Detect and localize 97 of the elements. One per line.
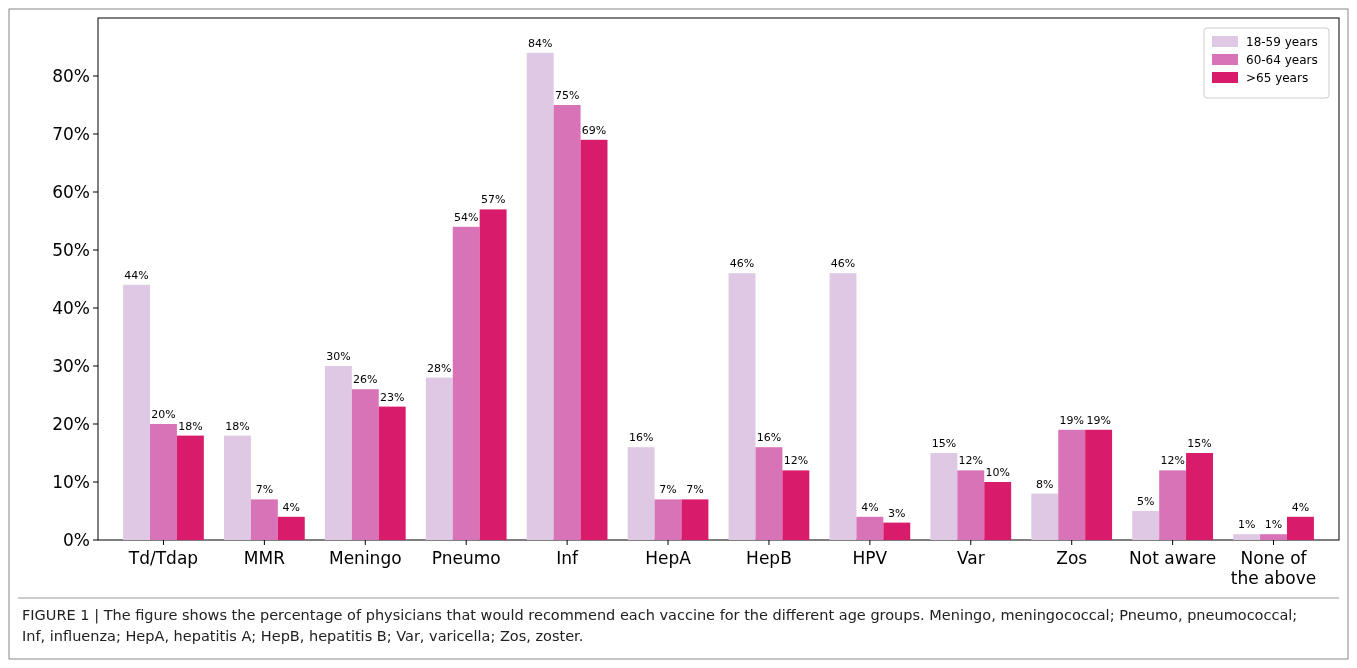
y-tick-label: 0%	[63, 529, 90, 550]
bar	[553, 105, 581, 540]
bar	[150, 424, 177, 540]
data-label: 75%	[554, 89, 580, 102]
data-label: 26%	[353, 373, 378, 387]
y-tick-label: 40%	[52, 297, 90, 318]
bar	[1085, 429, 1113, 540]
legend-label: 60-64 years	[1246, 53, 1318, 68]
bar	[250, 499, 278, 540]
bar	[378, 406, 406, 540]
data-label: 16%	[756, 431, 782, 445]
bar	[351, 389, 379, 540]
y-tick-label: 70%	[52, 123, 90, 144]
data-label: 15%	[931, 437, 957, 450]
x-tick-label: Not aware	[1129, 548, 1217, 568]
x-tick-label: Pneumo	[431, 548, 501, 568]
bar	[277, 516, 305, 540]
legend-label: >65 years	[1246, 71, 1309, 86]
y-tick-label: 50%	[52, 239, 90, 260]
bar	[984, 482, 1012, 540]
data-label: 19%	[1059, 413, 1084, 427]
data-label: 46%	[729, 257, 755, 271]
data-label: 3%	[888, 506, 906, 520]
data-label: 30%	[326, 350, 351, 363]
data-label: 69%	[581, 123, 607, 137]
data-label: 7%	[659, 483, 677, 497]
data-label: 4%	[861, 500, 879, 514]
bar	[526, 52, 554, 540]
bar	[1287, 516, 1314, 540]
y-tick-label: 30%	[52, 355, 90, 376]
data-label: 4%	[282, 500, 301, 514]
data-label: 12%	[958, 454, 984, 468]
bar	[654, 499, 682, 540]
data-label: 5%	[1136, 495, 1155, 508]
data-label: 4%	[1291, 500, 1310, 514]
caption: FIGURE 1 | The figure shows the percentage of physicians that would recommend each vaccine for the different age groups. Meningo, meningococcal; Pneumo, pneumococcal; Inf, influenza; HepA, hepatitis A; HepB, hepatitis B; Var, varicella; Zos, zoster.	[22, 607, 1298, 644]
data-label: 20%	[151, 408, 176, 421]
bar	[1031, 493, 1059, 540]
data-label: 18%	[225, 419, 250, 433]
x-tick-label: Var	[956, 548, 985, 568]
bar	[627, 447, 655, 540]
bar	[1186, 453, 1213, 540]
data-label: 23%	[379, 390, 405, 404]
bar	[1159, 470, 1187, 540]
data-label: 8%	[1036, 477, 1054, 491]
data-label: 12%	[1160, 454, 1185, 468]
x-tick-label: Zos	[1056, 548, 1088, 568]
y-tick-label: 10%	[52, 471, 90, 492]
bar	[930, 453, 958, 540]
data-label: 15%	[1187, 437, 1212, 450]
bar	[782, 470, 810, 540]
y-tick-label: 80%	[52, 65, 90, 86]
x-tick-label: Meningo	[328, 548, 402, 568]
bar	[425, 377, 453, 540]
bar	[479, 209, 507, 540]
data-label: 46%	[830, 257, 856, 271]
data-label: 44%	[124, 268, 149, 282]
x-tick-label: HPV	[852, 548, 888, 568]
bar	[755, 447, 783, 540]
y-tick-label: 20%	[52, 413, 90, 434]
y-tick-label: 60%	[52, 181, 90, 202]
bar	[1058, 429, 1086, 540]
x-tick-label: HepA	[645, 548, 692, 568]
data-label: 7%	[686, 483, 704, 497]
data-label: 84%	[527, 36, 553, 50]
legend-label: 18-59 years	[1246, 35, 1318, 50]
x-tick-label: Inf	[556, 548, 580, 568]
bar	[856, 516, 884, 540]
data-label: 10%	[985, 466, 1010, 479]
data-label: 19%	[1086, 413, 1111, 427]
data-label: 12%	[783, 454, 809, 468]
x-tick-label: Td/Tdap	[127, 548, 199, 568]
data-label: 54%	[453, 210, 479, 224]
bar	[883, 522, 911, 540]
data-label: 28%	[427, 361, 452, 375]
bar	[1132, 511, 1160, 540]
bar	[224, 435, 251, 540]
data-label: 1%	[1237, 518, 1256, 532]
bar	[580, 139, 608, 540]
data-label: 16%	[628, 431, 654, 445]
data-label: 7%	[255, 483, 274, 497]
bar	[1233, 534, 1261, 540]
bar	[1260, 534, 1287, 540]
data-label: 57%	[480, 193, 506, 207]
bar	[728, 273, 756, 540]
bar	[324, 366, 352, 540]
bar	[452, 226, 480, 540]
x-tick-label: MMR	[243, 548, 286, 568]
bar	[829, 273, 857, 540]
x-tick-label: None of the above	[1230, 548, 1317, 588]
x-tick-label: HepB	[746, 548, 792, 568]
bar	[176, 435, 204, 540]
bar	[123, 284, 150, 540]
bar	[957, 470, 985, 540]
data-label: 1%	[1264, 518, 1283, 532]
bar	[681, 499, 709, 540]
data-label: 18%	[178, 419, 203, 433]
